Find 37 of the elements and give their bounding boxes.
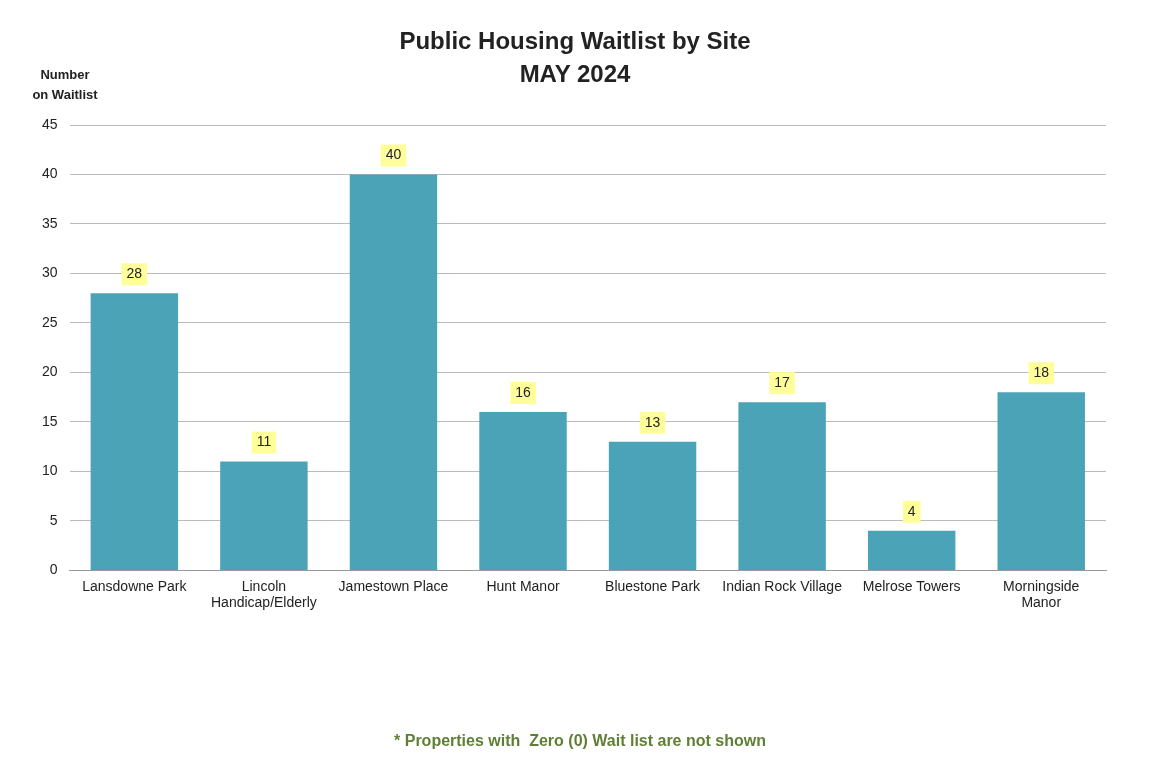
- data-label: 18: [1033, 364, 1050, 381]
- x-tick-label: Hunt Manor: [486, 577, 560, 594]
- data-label: 28: [126, 265, 143, 282]
- x-tick-label: Lincoln Handicap/Elderly: [210, 577, 317, 611]
- y-axis-title: Number on Waitlist: [32, 66, 99, 102]
- bar: [738, 402, 826, 570]
- x-tick-label: Morningside Manor: [1003, 577, 1080, 611]
- y-tick-label: 0: [49, 561, 58, 578]
- y-tick-label: 15: [41, 412, 58, 429]
- y-tick-label: 40: [41, 165, 58, 182]
- y-tick-label: 35: [41, 214, 58, 231]
- data-label: 16: [515, 383, 532, 400]
- y-tick-label: 10: [41, 462, 58, 479]
- text: * Properties with Zero (0) Wait list are not shown: [394, 732, 766, 750]
- bar: [90, 293, 179, 570]
- y-tick-label: 20: [41, 363, 58, 380]
- data-label: 17: [774, 374, 791, 390]
- bar: [608, 441, 697, 570]
- bar: [349, 174, 438, 570]
- bar: [220, 461, 308, 570]
- y-tick-label: 45: [41, 115, 58, 132]
- x-tick-label: Lansdowne Park: [82, 577, 188, 594]
- y-tick-label: 30: [41, 264, 58, 281]
- y-tick-label: 25: [41, 313, 58, 330]
- bar: [479, 412, 567, 570]
- chart-title: Public Housing Waitlist by Site MAY 2024: [399, 26, 751, 87]
- x-tick-label: Indian Rock Village: [722, 577, 843, 594]
- bar: [867, 530, 956, 570]
- x-tick-label: Melrose Towers: [862, 577, 961, 594]
- bar: [997, 392, 1085, 570]
- y-tick-label: 5: [49, 511, 58, 528]
- data-label: 11: [256, 433, 272, 450]
- x-tick-label: Bluestone Park: [605, 577, 702, 594]
- x-tick-label: Jamestown Place: [338, 577, 449, 594]
- data-label: 40: [385, 146, 402, 163]
- data-label: 4: [907, 502, 916, 519]
- data-label: 13: [644, 413, 661, 430]
